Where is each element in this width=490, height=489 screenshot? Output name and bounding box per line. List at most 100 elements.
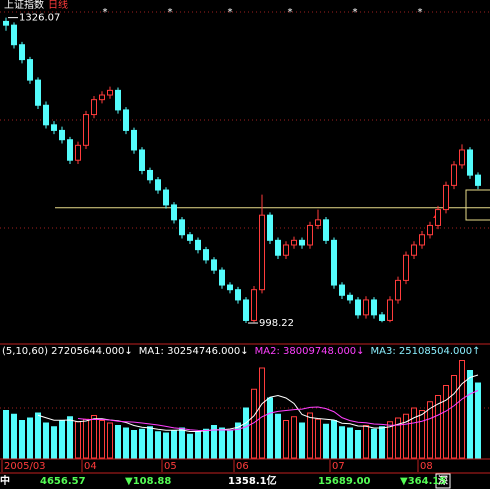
- candle-body: [291, 239, 297, 246]
- volume-bar: [147, 426, 153, 459]
- volume-legend: MA1: 30254746.000↓: [139, 346, 249, 357]
- volume-bar: [403, 413, 409, 459]
- candle-body: [267, 214, 273, 241]
- volume-bar: [363, 425, 369, 459]
- candle-body: [163, 189, 169, 206]
- volume-bar: [19, 420, 25, 459]
- ma-line: [77, 390, 479, 432]
- candle-body: [275, 239, 281, 256]
- candle-body: [235, 289, 241, 301]
- candle-body: [307, 224, 313, 246]
- volume-bar: [155, 431, 161, 459]
- volume-bar: [467, 370, 473, 459]
- candle-body: [355, 299, 361, 316]
- volume-bar: [435, 395, 441, 459]
- volume-bar: [67, 416, 73, 459]
- candle-body: [91, 99, 97, 116]
- status-text: 中: [0, 474, 10, 487]
- volume-bar: [259, 367, 265, 459]
- candle-body: [315, 219, 321, 226]
- volume-bar: [91, 415, 97, 459]
- x-tick-label: 04: [84, 461, 97, 472]
- x-tick-label: 07: [332, 461, 345, 472]
- volume-bar: [427, 401, 433, 459]
- star: *: [353, 7, 358, 18]
- volume-bar: [355, 430, 361, 459]
- volume-bar: [227, 430, 233, 459]
- x-tick-label: 2005/03: [4, 461, 46, 472]
- candle-body: [187, 234, 193, 241]
- candle-body: [219, 269, 225, 286]
- volume-bar: [131, 430, 137, 459]
- candle-body: [451, 164, 457, 186]
- candle-body: [99, 94, 105, 101]
- status-text: 4656.57: [40, 476, 86, 487]
- volume-bar: [371, 428, 377, 459]
- candle-body: [171, 204, 177, 221]
- candle-body: [35, 79, 41, 106]
- volume-bar: [379, 426, 385, 459]
- candle-body: [19, 44, 25, 61]
- annotation: 1326.07: [19, 13, 60, 24]
- candle-body: [243, 299, 249, 321]
- candle-body: [83, 114, 89, 146]
- candle-body: [203, 249, 209, 261]
- candle-body: [419, 234, 425, 246]
- volume-bar: [187, 433, 193, 459]
- star: *: [288, 7, 293, 18]
- volume-bar: [235, 422, 241, 459]
- x-tick-label: 06: [236, 461, 249, 472]
- status-text: 1358.1亿: [228, 474, 277, 487]
- star: *: [228, 7, 233, 18]
- candle-body: [363, 299, 369, 316]
- volume-bar: [307, 412, 313, 459]
- volume-bar: [347, 427, 353, 459]
- x-tick-label: 08: [420, 461, 433, 472]
- candle-body: [3, 20, 9, 26]
- volume-bar: [459, 360, 465, 459]
- candle-body: [67, 139, 73, 161]
- volume-bar: [3, 410, 9, 459]
- x-tick-label: 05: [164, 461, 177, 472]
- candle-body: [227, 284, 233, 291]
- volume-bar: [387, 421, 393, 459]
- volume-bar: [179, 427, 185, 459]
- volume-bar: [75, 421, 81, 459]
- selection-box: [465, 189, 490, 221]
- volume-bar: [195, 431, 201, 459]
- candle-body: [195, 239, 201, 251]
- volume-bar: [171, 430, 177, 459]
- candle-body: [155, 179, 161, 191]
- candle-body: [251, 289, 257, 321]
- candle-body: [339, 284, 345, 296]
- volume-bar: [163, 432, 169, 459]
- annotation: 998.22: [259, 318, 294, 329]
- volume-bar: [315, 418, 321, 459]
- status-text: 15689.00: [318, 476, 371, 487]
- candle-body: [411, 244, 417, 256]
- volume-bar: [451, 375, 457, 459]
- candle-body: [387, 299, 393, 321]
- candle-body: [51, 124, 57, 131]
- period-label: 日线: [48, 0, 68, 11]
- volume-legend: MA3: 25108504.000↑: [371, 346, 481, 357]
- info-stars: * * * * * *: [103, 7, 423, 18]
- candle-body: [459, 149, 465, 166]
- volume-bar: [243, 407, 249, 459]
- star: *: [418, 7, 423, 18]
- candle-body: [139, 149, 145, 171]
- grid-layout: [0, 11, 490, 409]
- candle-body: [443, 184, 449, 211]
- volume-bar: [83, 418, 89, 459]
- candle-body: [435, 209, 441, 226]
- volume-bar: [291, 416, 297, 459]
- volume-bar: [331, 420, 337, 459]
- volume-bar: [123, 427, 129, 459]
- volume-bar: [443, 385, 449, 459]
- volume-bar: [267, 397, 273, 459]
- candle-body: [475, 174, 481, 186]
- volume-bar: [35, 412, 41, 459]
- candle-body: [331, 239, 337, 286]
- volume-bar: [99, 420, 105, 459]
